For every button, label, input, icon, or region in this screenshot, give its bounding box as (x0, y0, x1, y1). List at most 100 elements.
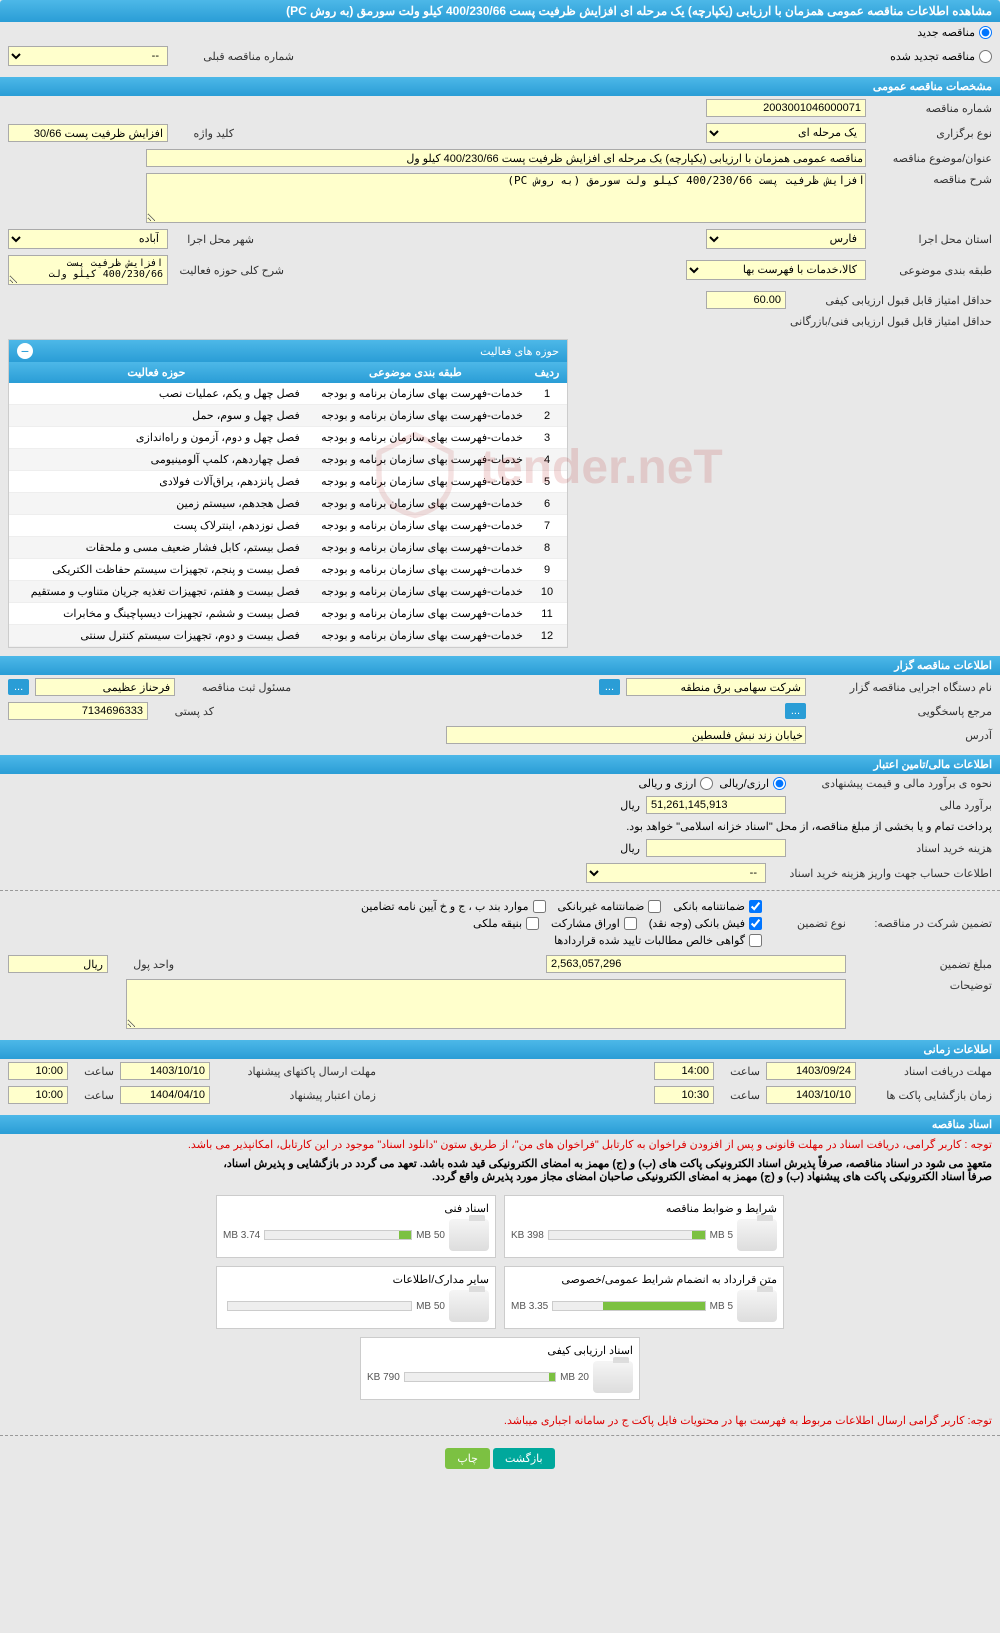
send-deadline-date[interactable] (120, 1062, 210, 1080)
radio-currency[interactable]: ارزی و ریالی (638, 777, 713, 790)
table-row: 12خدمات-فهرست بهای سازمان برنامه و بودجه… (9, 625, 567, 647)
chk-nonbank-guarantee[interactable]: ضمانتنامه غیربانکی (558, 900, 662, 913)
validity-time[interactable] (8, 1086, 68, 1104)
activity-desc-input[interactable]: افزایش ظرفیت پست 400/230/66 کیلو ولت (8, 255, 168, 285)
guarantee-title: تضمین شرکت در مناقصه: (852, 917, 992, 930)
activity-areas-table: ردیف طبقه بندی موضوعی حوزه فعالیت 1خدمات… (9, 362, 567, 647)
description-textarea[interactable]: افزایش ظرفیت پست 400/230/66 کیلو ولت سور… (146, 173, 866, 223)
folder-icon[interactable] (737, 1290, 777, 1322)
min-quality-input[interactable] (706, 291, 786, 309)
folder-icon[interactable] (449, 1219, 489, 1251)
responsible-input[interactable] (35, 678, 175, 696)
guarantee-unit-input[interactable] (8, 955, 108, 973)
doc-note-1: توجه : کاربر گرامی، دریافت اسناد در مهلت… (0, 1134, 1000, 1155)
doc-fee-label: هزینه خرید اسناد (792, 842, 992, 855)
estimate-input[interactable] (646, 796, 786, 814)
doc-bottom-note: توجه: کاربر گرامی ارسال اطلاعات مربوط به… (0, 1410, 1000, 1431)
address-input[interactable] (446, 726, 806, 744)
radio-renewed-tender[interactable]: مناقصه تجدید شده (890, 50, 992, 63)
table-row: 7خدمات-فهرست بهای سازمان برنامه و بودجهف… (9, 515, 567, 537)
chk-bonds[interactable]: اوراق مشارکت (551, 917, 637, 930)
responsible-label: مسئول ثبت مناقصه (181, 681, 291, 694)
org-input[interactable] (626, 678, 806, 696)
guarantee-type-label: نوع تضمین (776, 917, 846, 930)
prev-number-label: شماره مناقصه قبلی (174, 50, 294, 63)
file-progress (548, 1230, 706, 1240)
guarantee-amount-label: مبلغ تضمین (852, 958, 992, 971)
folder-icon[interactable] (593, 1361, 633, 1393)
table-row: 9خدمات-فهرست بهای سازمان برنامه و بودجهف… (9, 559, 567, 581)
chk-property[interactable]: بنیقه ملکی (473, 917, 539, 930)
account-info-select[interactable]: -- (586, 863, 766, 883)
folder-icon[interactable] (449, 1290, 489, 1322)
file-block: شرایط و ضوابط مناقصه 5 MB 398 KB (504, 1195, 784, 1258)
postcode-input[interactable] (8, 702, 148, 720)
validity-date[interactable] (120, 1086, 210, 1104)
chk-bank-receipt[interactable]: فیش بانکی (وجه نقد) (649, 917, 762, 930)
print-button[interactable]: چاپ (445, 1448, 490, 1469)
opening-time[interactable] (654, 1086, 714, 1104)
file-progress (552, 1301, 705, 1311)
rial-label: ریال (620, 799, 640, 812)
section-documents: اسناد مناقصه (0, 1115, 1000, 1134)
radio-new-tender-label: مناقصه جدید (917, 26, 975, 39)
radio-new-tender[interactable]: مناقصه جدید (917, 26, 992, 39)
back-button[interactable]: بازگشت (493, 1448, 555, 1469)
table-row: 3خدمات-فهرست بهای سازمان برنامه و بودجهف… (9, 427, 567, 449)
keyword-input[interactable] (8, 124, 168, 142)
table-row: 10خدمات-فهرست بهای سازمان برنامه و بودجه… (9, 581, 567, 603)
prev-number-select[interactable]: -- (8, 46, 168, 66)
estimate-method-label: نحوه ی برآورد مالی و قیمت پیشنهادی (792, 777, 992, 790)
file-title: اسناد ارزیابی کیفی (365, 1342, 635, 1359)
opening-date[interactable] (766, 1086, 856, 1104)
file-title: اسناد فنی (221, 1200, 491, 1217)
guarantee-notes-label: توضیحات (852, 979, 992, 992)
min-quality-label: حداقل امتیاز قابل قبول ارزیابی کیفی (792, 294, 992, 307)
file-total: 50 MB (416, 1301, 445, 1312)
chk-regulation[interactable]: موارد بند ب ، ج و خ آیین نامه تضامین (361, 900, 545, 913)
category-select[interactable]: کالا،خدمات با فهرست بها (686, 260, 866, 280)
folder-icon[interactable] (737, 1219, 777, 1251)
description-label: شرح مناقصه (872, 173, 992, 186)
file-total: 50 MB (416, 1230, 445, 1241)
file-total: 5 MB (710, 1230, 733, 1241)
radio-rial[interactable]: ارزی/ریالی (719, 777, 786, 790)
radio-new-tender-input[interactable] (979, 26, 992, 39)
file-used: 790 KB (367, 1372, 400, 1383)
file-total: 5 MB (710, 1301, 733, 1312)
doc-fee-input[interactable] (646, 839, 786, 857)
section-general-specs: مشخصات مناقصه عمومی (0, 77, 1000, 96)
org-lookup-button[interactable]: ... (599, 679, 620, 695)
keyword-label: کلید واژه (174, 127, 234, 140)
table-row: 6خدمات-فهرست بهای سازمان برنامه و بودجهف… (9, 493, 567, 515)
org-label: نام دستگاه اجرایی مناقصه گزار (812, 681, 992, 694)
receive-deadline-time[interactable] (654, 1062, 714, 1080)
guarantee-amount-input[interactable] (546, 955, 846, 973)
chk-bank-guarantee[interactable]: ضمانتنامه بانکی (673, 900, 762, 913)
subject-input[interactable] (146, 149, 866, 167)
table-row: 8خدمات-فهرست بهای سازمان برنامه و بودجهف… (9, 537, 567, 559)
category-label: طبقه بندی موضوعی (872, 264, 992, 277)
city-select[interactable]: آباده (8, 229, 168, 249)
doc-note-2a: متعهد می شود در اسناد مناقصه، صرفاً پذیر… (223, 1158, 992, 1170)
response-label: مرجع پاسخگویی (812, 705, 992, 718)
receive-deadline-date[interactable] (766, 1062, 856, 1080)
guarantee-notes-textarea[interactable] (126, 979, 846, 1029)
send-deadline-time[interactable] (8, 1062, 68, 1080)
file-block: سایر مدارک/اطلاعات 50 MB (216, 1266, 496, 1329)
file-block: اسناد ارزیابی کیفی 20 MB 790 KB (360, 1337, 640, 1400)
holding-type-select[interactable]: یک مرحله ای (706, 123, 866, 143)
radio-renewed-tender-input[interactable] (979, 50, 992, 63)
responsible-lookup-button[interactable]: ... (8, 679, 29, 695)
file-block: متن قرارداد به انضمام شرایط عمومی/خصوصی … (504, 1266, 784, 1329)
col-category: طبقه بندی موضوعی (304, 362, 527, 383)
rial-label-2: ریال (620, 842, 640, 855)
table-row: 2خدمات-فهرست بهای سازمان برنامه و بودجهف… (9, 405, 567, 427)
activity-desc-label: شرح کلی حوزه فعالیت (174, 264, 284, 277)
response-lookup-button[interactable]: ... (785, 703, 806, 719)
send-deadline-label: مهلت ارسال پاکتهای پیشنهاد (216, 1065, 376, 1078)
collapse-icon[interactable]: − (17, 343, 33, 359)
chk-confirmed[interactable]: گواهی خالص مطالبات تایید شده قراردادها (554, 934, 762, 947)
tender-number-input[interactable] (706, 99, 866, 117)
province-select[interactable]: فارس (706, 229, 866, 249)
